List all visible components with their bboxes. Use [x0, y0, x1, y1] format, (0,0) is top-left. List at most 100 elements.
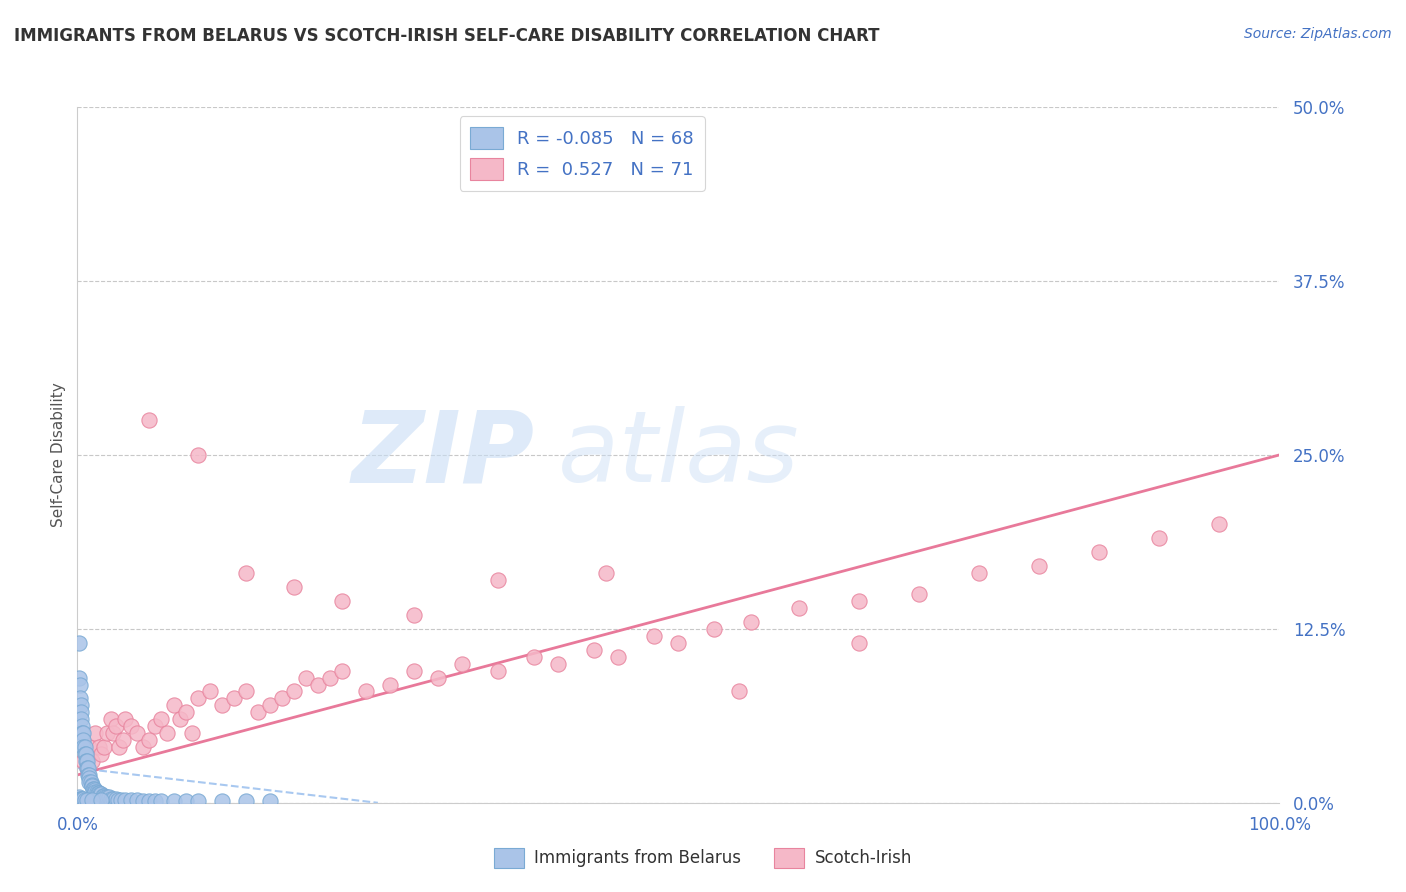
Legend: Immigrants from Belarus, Scotch-Irish: Immigrants from Belarus, Scotch-Irish [488, 841, 918, 875]
Point [114, 712, 136, 726]
Point [82, 781, 104, 796]
Point [180, 726, 202, 740]
Point [72, 754, 94, 768]
Point [73, 793, 96, 807]
Point [70, 706, 93, 720]
Point [67, 671, 90, 685]
Point [73, 740, 96, 755]
Point [451, 657, 474, 671]
Text: ZIP: ZIP [352, 407, 534, 503]
Point [908, 587, 931, 601]
Point [523, 649, 546, 664]
Point [87, 786, 110, 800]
Point [76, 761, 98, 775]
Point [138, 413, 160, 427]
Point [186, 794, 209, 808]
Point [110, 793, 132, 807]
Point [703, 622, 725, 636]
Point [132, 794, 155, 808]
Point [79, 771, 101, 785]
Point [547, 657, 569, 671]
Point [1149, 532, 1171, 546]
Point [80, 778, 103, 792]
Point [127, 793, 149, 807]
Point [162, 698, 184, 713]
Point [1028, 559, 1050, 574]
Point [270, 691, 292, 706]
Point [103, 726, 125, 740]
Point [96, 726, 118, 740]
Point [80, 779, 103, 793]
Point [75, 754, 97, 768]
Point [76, 793, 98, 807]
Point [90, 788, 112, 802]
Point [79, 775, 101, 789]
Point [70, 698, 93, 713]
Point [72, 726, 94, 740]
Point [104, 791, 127, 805]
Point [174, 794, 197, 808]
Point [76, 761, 98, 775]
Point [70, 791, 93, 805]
Point [107, 793, 129, 807]
Point [108, 740, 131, 755]
Point [67, 790, 90, 805]
Y-axis label: Self-Care Disability: Self-Care Disability [51, 383, 66, 527]
Point [595, 566, 617, 581]
Point [67, 791, 90, 805]
Point [294, 671, 316, 685]
Point [1088, 545, 1111, 559]
Text: IMMIGRANTS FROM BELARUS VS SCOTCH-IRISH SELF-CARE DISABILITY CORRELATION CHART: IMMIGRANTS FROM BELARUS VS SCOTCH-IRISH … [14, 27, 880, 45]
Point [246, 706, 269, 720]
Point [67, 636, 90, 650]
Point [848, 594, 870, 608]
Point [69, 691, 91, 706]
Point [145, 719, 167, 733]
Point [583, 642, 606, 657]
Point [84, 783, 107, 797]
Point [145, 794, 167, 808]
Point [211, 794, 233, 808]
Point [307, 677, 329, 691]
Point [80, 793, 103, 807]
Point [79, 768, 101, 782]
Point [72, 740, 94, 755]
Point [283, 684, 305, 698]
Point [79, 775, 101, 789]
Point [91, 789, 114, 803]
Point [72, 733, 94, 747]
Point [222, 691, 245, 706]
Point [169, 712, 191, 726]
Point [93, 789, 115, 803]
Point [486, 573, 509, 587]
Point [259, 794, 281, 808]
Point [89, 788, 111, 802]
Point [83, 781, 105, 796]
Point [87, 786, 110, 800]
Point [72, 791, 94, 805]
Point [79, 740, 101, 755]
Point [235, 684, 257, 698]
Point [127, 726, 149, 740]
Point [97, 790, 120, 805]
Point [319, 671, 342, 685]
Point [486, 664, 509, 678]
Point [104, 719, 127, 733]
Point [90, 793, 112, 807]
Point [259, 698, 281, 713]
Point [174, 706, 197, 720]
Point [100, 791, 122, 805]
Point [90, 747, 112, 761]
Point [1208, 517, 1230, 532]
Point [668, 636, 690, 650]
Point [740, 615, 762, 629]
Point [94, 790, 117, 805]
Point [354, 684, 377, 698]
Point [150, 712, 173, 726]
Point [186, 448, 209, 462]
Text: atlas: atlas [558, 407, 800, 503]
Point [77, 761, 100, 775]
Point [114, 793, 136, 807]
Point [330, 664, 353, 678]
Point [84, 785, 107, 799]
